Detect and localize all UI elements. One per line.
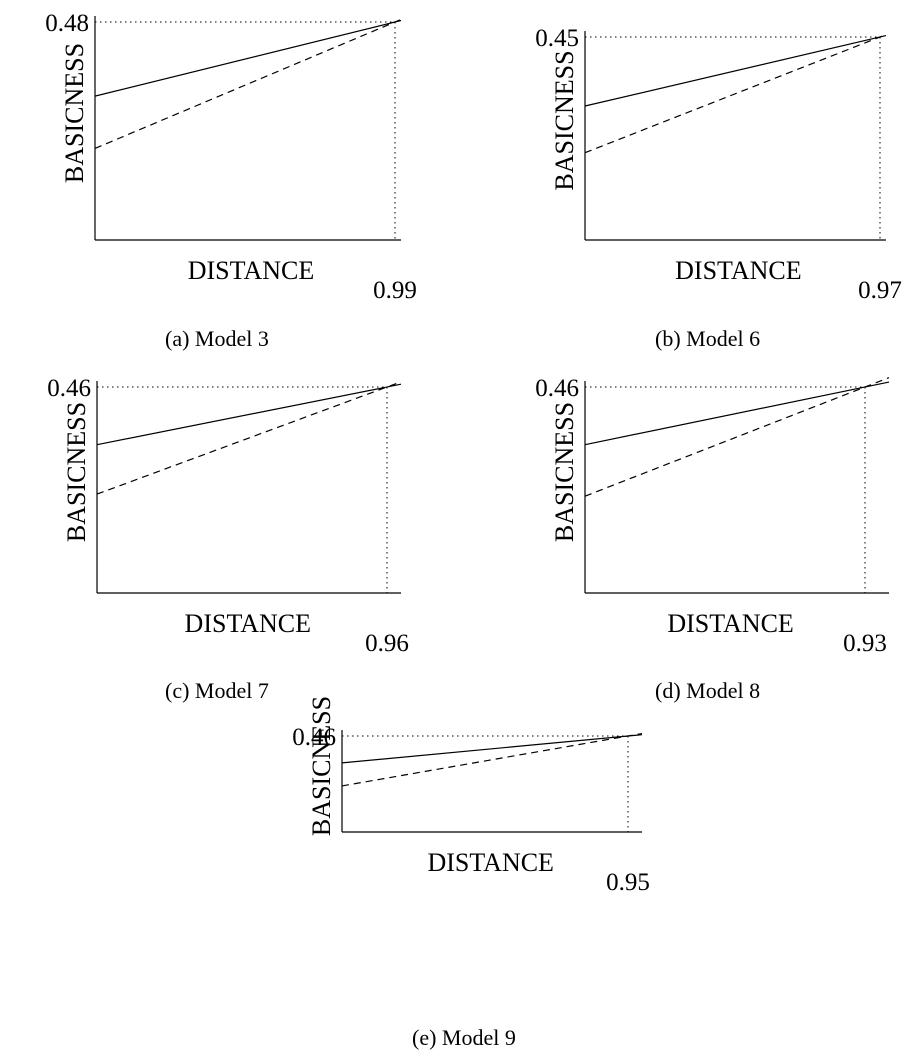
y-axis-label: BASICNESS [60, 43, 89, 183]
series-line-solid [96, 383, 402, 446]
y-tick-label: 0.48 [45, 10, 89, 37]
y-tick-label: 0.46 [535, 375, 579, 402]
x-axis-label: DISTANCE [427, 848, 553, 877]
series-line-dashed [341, 732, 643, 787]
x-axis-label: DISTANCE [188, 256, 314, 285]
series-line-dashed [96, 381, 402, 495]
x-axis-label: DISTANCE [667, 609, 793, 638]
series-line-dashed [584, 34, 887, 154]
caption-model-8: (d) Model 8 [655, 678, 761, 703]
series-line-solid [584, 35, 887, 107]
chart-panel-model-8: 0.46 0.93 DISTANCE BASICNESS [535, 375, 890, 657]
series-line-solid [341, 734, 643, 764]
series-line-solid [94, 19, 402, 97]
chart-panel-model-6: 0.45 0.97 DISTANCE BASICNESS [0, 0, 909, 350]
chart-panel-model-7: 0.46 0.96 DISTANCE BASICNESS [0, 0, 450, 700]
x-axis-label: DISTANCE [675, 256, 801, 285]
caption-model-7: (c) Model 7 [165, 678, 269, 703]
y-tick-label: 0.45 [535, 25, 579, 52]
caption-model-6: (b) Model 6 [655, 326, 761, 351]
x-tick-label: 0.93 [843, 630, 887, 657]
y-axis-label: BASICNESS [307, 696, 336, 836]
series-line-dashed [94, 18, 402, 149]
x-axis-label: DISTANCE [185, 609, 311, 638]
caption-model-9: (e) Model 9 [412, 1025, 516, 1050]
x-tick-label: 0.97 [858, 277, 902, 304]
series-line-solid [584, 381, 890, 446]
y-tick-label: 0.46 [292, 724, 336, 751]
x-tick-label: 0.95 [606, 869, 650, 896]
x-tick-label: 0.99 [373, 277, 417, 304]
chart-panel-model-3: 0.48 0.99 DISTANCE BASICNESS [0, 0, 450, 350]
y-axis-label: BASICNESS [550, 50, 579, 190]
y-tick-label: 0.46 [47, 375, 91, 402]
series-line-dashed [584, 377, 890, 497]
x-tick-label: 0.96 [365, 630, 409, 657]
chart-panel-model-9: 0.46 0.95 DISTANCE BASICNESS [292, 696, 650, 896]
y-axis-label: BASICNESS [550, 402, 579, 542]
y-axis-label: BASICNESS [62, 402, 91, 542]
caption-model-3: (a) Model 3 [165, 326, 269, 351]
